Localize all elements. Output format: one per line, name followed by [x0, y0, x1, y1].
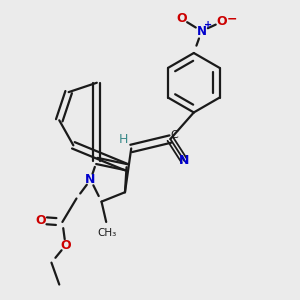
Text: O: O [60, 239, 71, 252]
Text: −: − [227, 13, 237, 26]
Text: N: N [179, 154, 190, 167]
Text: CH₃: CH₃ [97, 228, 116, 238]
Text: O: O [217, 15, 227, 28]
Text: +: + [204, 20, 213, 31]
Text: N: N [85, 173, 96, 186]
Text: N: N [196, 25, 207, 38]
Text: O: O [176, 12, 187, 25]
Text: H: H [119, 133, 128, 146]
Text: C: C [170, 130, 178, 140]
Text: O: O [35, 214, 46, 227]
